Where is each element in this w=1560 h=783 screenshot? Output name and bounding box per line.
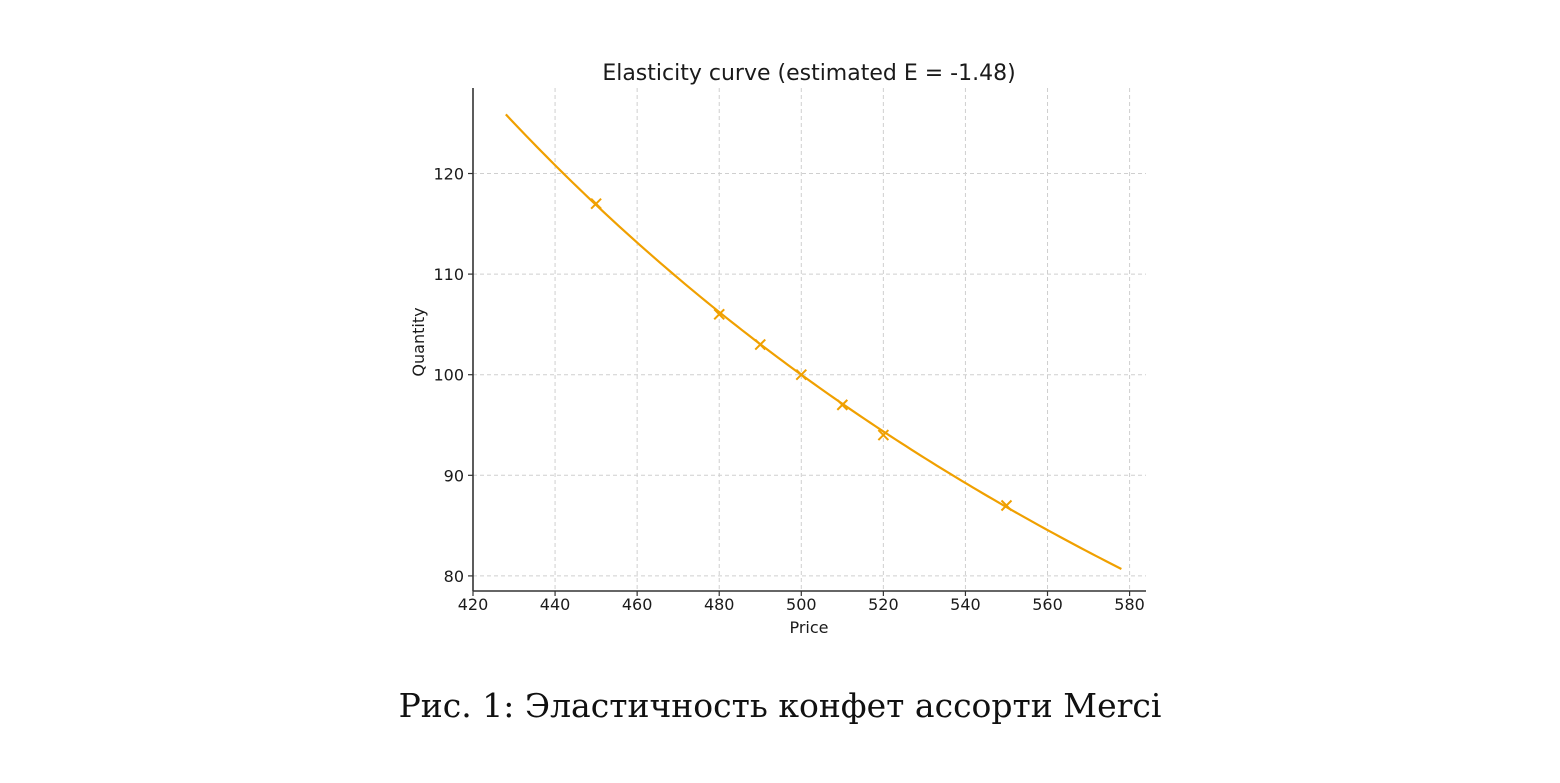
data-point-marker bbox=[1000, 499, 1013, 512]
chart-title: Elasticity curve (estimated E = -1.48) bbox=[602, 61, 1015, 86]
marker-stroke bbox=[590, 197, 602, 210]
grid bbox=[473, 88, 1146, 591]
x-tick-label: 560 bbox=[1032, 595, 1063, 614]
x-tick-label: 500 bbox=[786, 595, 817, 614]
y-tick-label: 90 bbox=[444, 466, 464, 485]
x-tick-label: 460 bbox=[622, 595, 653, 614]
data-point-marker bbox=[713, 308, 725, 321]
y-tick-label: 100 bbox=[433, 366, 464, 385]
x-tick-label: 520 bbox=[868, 595, 899, 614]
marker-stroke bbox=[795, 369, 807, 381]
x-tick-label: 480 bbox=[704, 595, 735, 614]
marker-stroke bbox=[877, 429, 890, 441]
marker-stroke bbox=[1000, 499, 1013, 512]
data-point-marker bbox=[590, 197, 602, 210]
y-tick-label: 80 bbox=[444, 567, 464, 586]
axes: 420 440 460 480 500 520 540 560 580 80 90 100 110 120 bbox=[433, 88, 1146, 614]
elasticity-curve bbox=[505, 113, 1122, 570]
marker-stroke bbox=[754, 338, 766, 351]
plot-area bbox=[505, 113, 1122, 570]
marker-stroke bbox=[713, 308, 725, 321]
data-point-marker bbox=[754, 338, 766, 351]
y-tick-label: 110 bbox=[433, 265, 464, 284]
x-tick-label: 540 bbox=[950, 595, 981, 614]
x-tick-label: 580 bbox=[1114, 595, 1145, 614]
figure-caption: Рис. 1: Эластичность конфет ассорти Merc… bbox=[398, 686, 1162, 725]
x-tick-label: 420 bbox=[458, 595, 489, 614]
y-tick-label: 120 bbox=[433, 165, 464, 184]
data-point-marker bbox=[836, 399, 849, 411]
marker-stroke bbox=[836, 399, 849, 411]
data-point-marker bbox=[877, 429, 890, 441]
y-axis-label: Quantity bbox=[409, 307, 428, 376]
x-axis-label: Price bbox=[789, 618, 828, 637]
x-tick-label: 440 bbox=[540, 595, 571, 614]
data-point-marker bbox=[795, 369, 807, 381]
